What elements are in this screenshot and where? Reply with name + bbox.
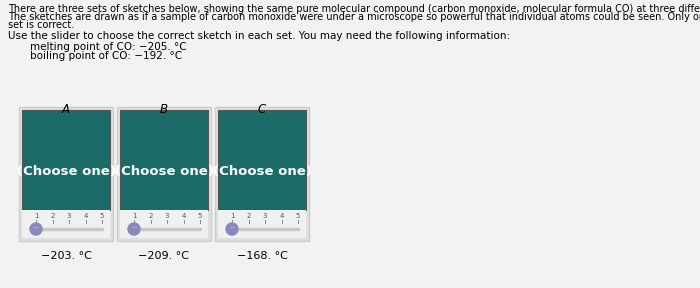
Text: −168. °C: −168. °C xyxy=(237,251,288,261)
Text: −209. °C: −209. °C xyxy=(139,251,190,261)
FancyBboxPatch shape xyxy=(22,110,110,210)
Text: B: B xyxy=(160,103,168,116)
FancyBboxPatch shape xyxy=(215,107,309,241)
Text: −203. °C: −203. °C xyxy=(41,251,92,261)
Text: (Choose one): (Choose one) xyxy=(17,166,116,179)
Text: 5: 5 xyxy=(100,213,104,219)
Text: 2: 2 xyxy=(148,213,153,219)
Text: 5: 5 xyxy=(198,213,202,219)
Text: A: A xyxy=(62,103,70,116)
Text: (Choose one): (Choose one) xyxy=(115,166,214,179)
FancyBboxPatch shape xyxy=(22,210,110,238)
Text: 3: 3 xyxy=(164,213,169,219)
Text: 4: 4 xyxy=(279,213,284,219)
Circle shape xyxy=(30,223,42,235)
Text: 1: 1 xyxy=(132,213,136,219)
Text: 3: 3 xyxy=(262,213,267,219)
Text: 3: 3 xyxy=(66,213,71,219)
FancyBboxPatch shape xyxy=(120,110,208,210)
FancyBboxPatch shape xyxy=(117,107,211,241)
FancyBboxPatch shape xyxy=(19,107,113,241)
Circle shape xyxy=(226,223,238,235)
Text: C: C xyxy=(258,103,266,116)
Circle shape xyxy=(128,223,140,235)
Text: melting point of CO: −205. °C: melting point of CO: −205. °C xyxy=(30,42,187,52)
Text: 4: 4 xyxy=(181,213,186,219)
Text: 4: 4 xyxy=(83,213,88,219)
Text: 2: 2 xyxy=(246,213,251,219)
Text: 1: 1 xyxy=(230,213,235,219)
Text: 2: 2 xyxy=(50,213,55,219)
Text: There are three sets of sketches below, showing the same pure molecular compound: There are three sets of sketches below, … xyxy=(8,4,700,14)
Text: set is correct.: set is correct. xyxy=(8,20,74,30)
Text: 5: 5 xyxy=(296,213,300,219)
FancyBboxPatch shape xyxy=(218,210,306,238)
FancyBboxPatch shape xyxy=(218,110,306,210)
Text: 1: 1 xyxy=(34,213,38,219)
Text: The sketches are drawn as if a sample of carbon monoxide were under a microscope: The sketches are drawn as if a sample of… xyxy=(8,12,700,22)
Text: (Choose one): (Choose one) xyxy=(213,166,312,179)
Text: Use the slider to choose the correct sketch in each set. You may need the follow: Use the slider to choose the correct ske… xyxy=(8,31,510,41)
FancyBboxPatch shape xyxy=(120,210,208,238)
Text: boiling point of CO: −192. °C: boiling point of CO: −192. °C xyxy=(30,51,182,61)
